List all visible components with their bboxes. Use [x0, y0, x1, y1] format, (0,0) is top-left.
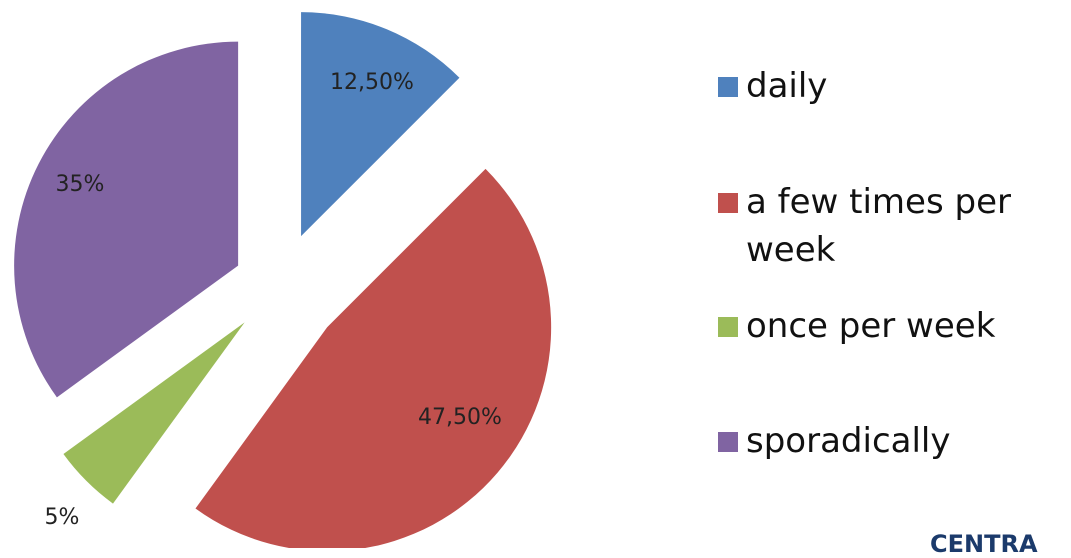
- legend-item: sporadically: [718, 417, 1061, 465]
- legend-label: sporadically: [746, 421, 951, 461]
- data-label: 5%: [45, 505, 80, 530]
- pie-slice: [63, 322, 245, 504]
- legend-swatch: [718, 432, 738, 452]
- data-label: 12,50%: [330, 70, 414, 95]
- legend-label: a few times per week: [746, 182, 1011, 270]
- legend-item: a few times per week: [718, 178, 1061, 274]
- chart: 12,50% 47,50% 5% 35%: [14, 12, 552, 548]
- legend-swatch: [718, 193, 738, 213]
- legend-item: daily: [718, 62, 1061, 110]
- pie-slice: [14, 41, 239, 398]
- pie-slice: [195, 168, 552, 548]
- logo-text: CENTRA: [930, 530, 1038, 558]
- legend-label: daily: [746, 66, 828, 106]
- data-label: 35%: [56, 172, 105, 197]
- legend-item: once per week: [718, 302, 1061, 350]
- legend-swatch: [718, 77, 738, 97]
- data-label: 47,50%: [418, 405, 502, 430]
- legend-label: once per week: [746, 306, 996, 346]
- legend-swatch: [718, 317, 738, 337]
- pie-slice: [301, 12, 460, 237]
